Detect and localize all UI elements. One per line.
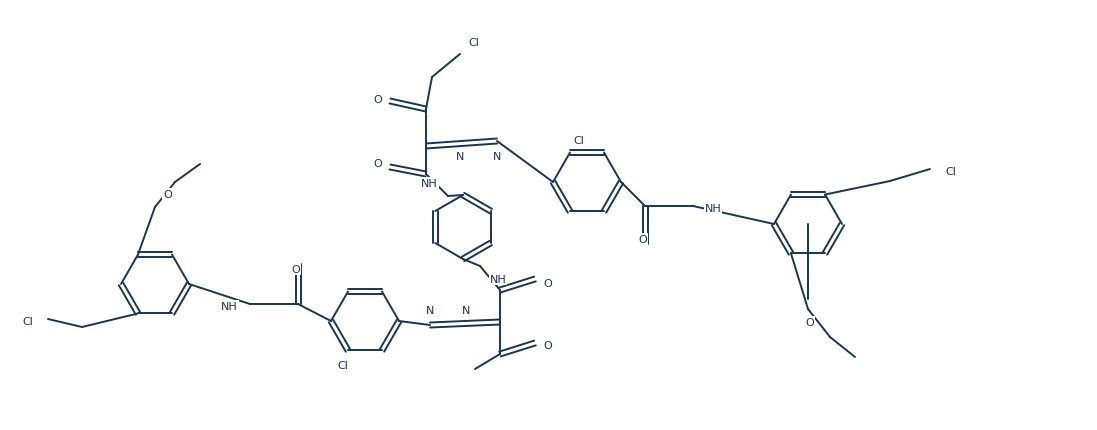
Text: O: O <box>373 95 382 105</box>
Text: O: O <box>373 159 382 169</box>
Text: NH: NH <box>490 274 507 284</box>
Text: O: O <box>543 278 552 289</box>
Text: Cl: Cl <box>573 135 584 145</box>
Text: N: N <box>426 305 434 315</box>
Text: NH: NH <box>421 178 438 189</box>
Text: N: N <box>493 152 501 162</box>
Text: Cl: Cl <box>338 361 349 371</box>
Text: Cl: Cl <box>945 166 955 177</box>
Text: N: N <box>462 305 471 315</box>
Text: O: O <box>805 317 814 327</box>
Text: Cl: Cl <box>468 38 479 48</box>
Text: NH: NH <box>222 301 238 311</box>
Text: O: O <box>292 264 301 274</box>
Text: NH: NH <box>705 203 722 214</box>
Text: O: O <box>543 340 552 350</box>
Text: O: O <box>638 234 647 244</box>
Text: N: N <box>456 152 464 162</box>
Text: Cl: Cl <box>22 316 33 326</box>
Text: O: O <box>163 190 172 200</box>
